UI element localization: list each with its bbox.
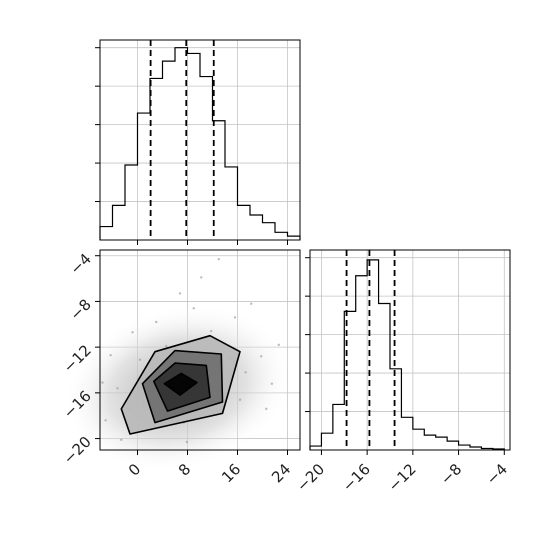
right-histogram-bin (379, 303, 390, 450)
scatter-point (131, 331, 134, 334)
top-histogram-bin (188, 53, 201, 240)
scatter-point (238, 398, 242, 401)
top-histogram-bin (275, 232, 288, 240)
scatter-point (165, 344, 168, 348)
top-histogram-bin (238, 205, 251, 240)
top-histogram-bin (138, 113, 151, 240)
scatter-point (178, 292, 182, 295)
top-histogram-bin (225, 167, 238, 240)
right-histogram-bin (413, 429, 424, 450)
right-histogram-bin (333, 404, 344, 450)
scatter-point (101, 381, 104, 384)
top-histogram-bin (125, 165, 138, 240)
joint-density-scatter: 0 8 16 24−4−8−12−16−20 (60, 249, 301, 486)
scatter-xtick-label-3: 24 (268, 460, 294, 486)
scatter-axes-frame (99, 249, 301, 451)
right-histogram-steps (309, 259, 505, 450)
scatter-point (217, 257, 220, 261)
right-histogram-bin (436, 437, 447, 450)
top-histogram-bin (150, 78, 163, 240)
top-histogram-bin (263, 223, 276, 240)
scatter-ytick-label-1: −8 (66, 296, 94, 324)
density-contour-level-1 (163, 372, 198, 396)
scatter-point (244, 371, 247, 374)
top-histogram-bin (200, 77, 213, 240)
marginal-histogram-y: −20 −16 −12 −8 −4 (293, 249, 511, 495)
scatter-point (109, 353, 112, 357)
scatter-point (185, 440, 189, 444)
scatter-point (116, 387, 119, 390)
top-histogram-bin (250, 215, 263, 240)
marginal-histogram-x (95, 39, 301, 245)
scatter-point (200, 276, 203, 279)
scatter-point (233, 316, 237, 319)
right-axes-frame (309, 249, 511, 451)
right-histogram-bin (459, 445, 470, 450)
right-xtick-label-3: −8 (437, 460, 465, 488)
right-xtick-label-4: −4 (483, 460, 511, 488)
right-xtick-label-1: −16 (339, 460, 374, 495)
scatter-point (192, 307, 195, 310)
scatter-ytick-label-0: −4 (66, 250, 94, 278)
scatter-point (138, 358, 142, 361)
right-xtick-label-2: −12 (385, 460, 420, 495)
right-histogram-bin (321, 433, 332, 450)
top-axes-frame (99, 39, 301, 241)
scatter-point (250, 302, 253, 305)
right-histogram-bin (356, 276, 367, 450)
scatter-point (270, 382, 274, 385)
top-histogram-bin (163, 61, 176, 240)
scatter-point (277, 343, 280, 347)
scatter-point (104, 419, 107, 422)
top-histogram-bin (288, 236, 301, 240)
right-xtick-label-0: −20 (293, 460, 328, 495)
scatter-point (155, 320, 158, 324)
right-histogram-bin (401, 417, 412, 450)
top-histogram-bin (100, 227, 113, 240)
top-histogram-steps (99, 47, 301, 240)
right-histogram-bin (390, 369, 401, 450)
right-histogram-bin (310, 446, 321, 450)
scatter-point (120, 438, 123, 441)
scatter-point (210, 329, 213, 333)
scatter-point (265, 407, 268, 411)
scatter-xtick-label-2: 16 (218, 460, 244, 486)
top-histogram-bin (113, 205, 126, 240)
right-histogram-bin (424, 435, 435, 450)
right-histogram-bin (447, 441, 458, 450)
scatter-point (260, 355, 263, 358)
